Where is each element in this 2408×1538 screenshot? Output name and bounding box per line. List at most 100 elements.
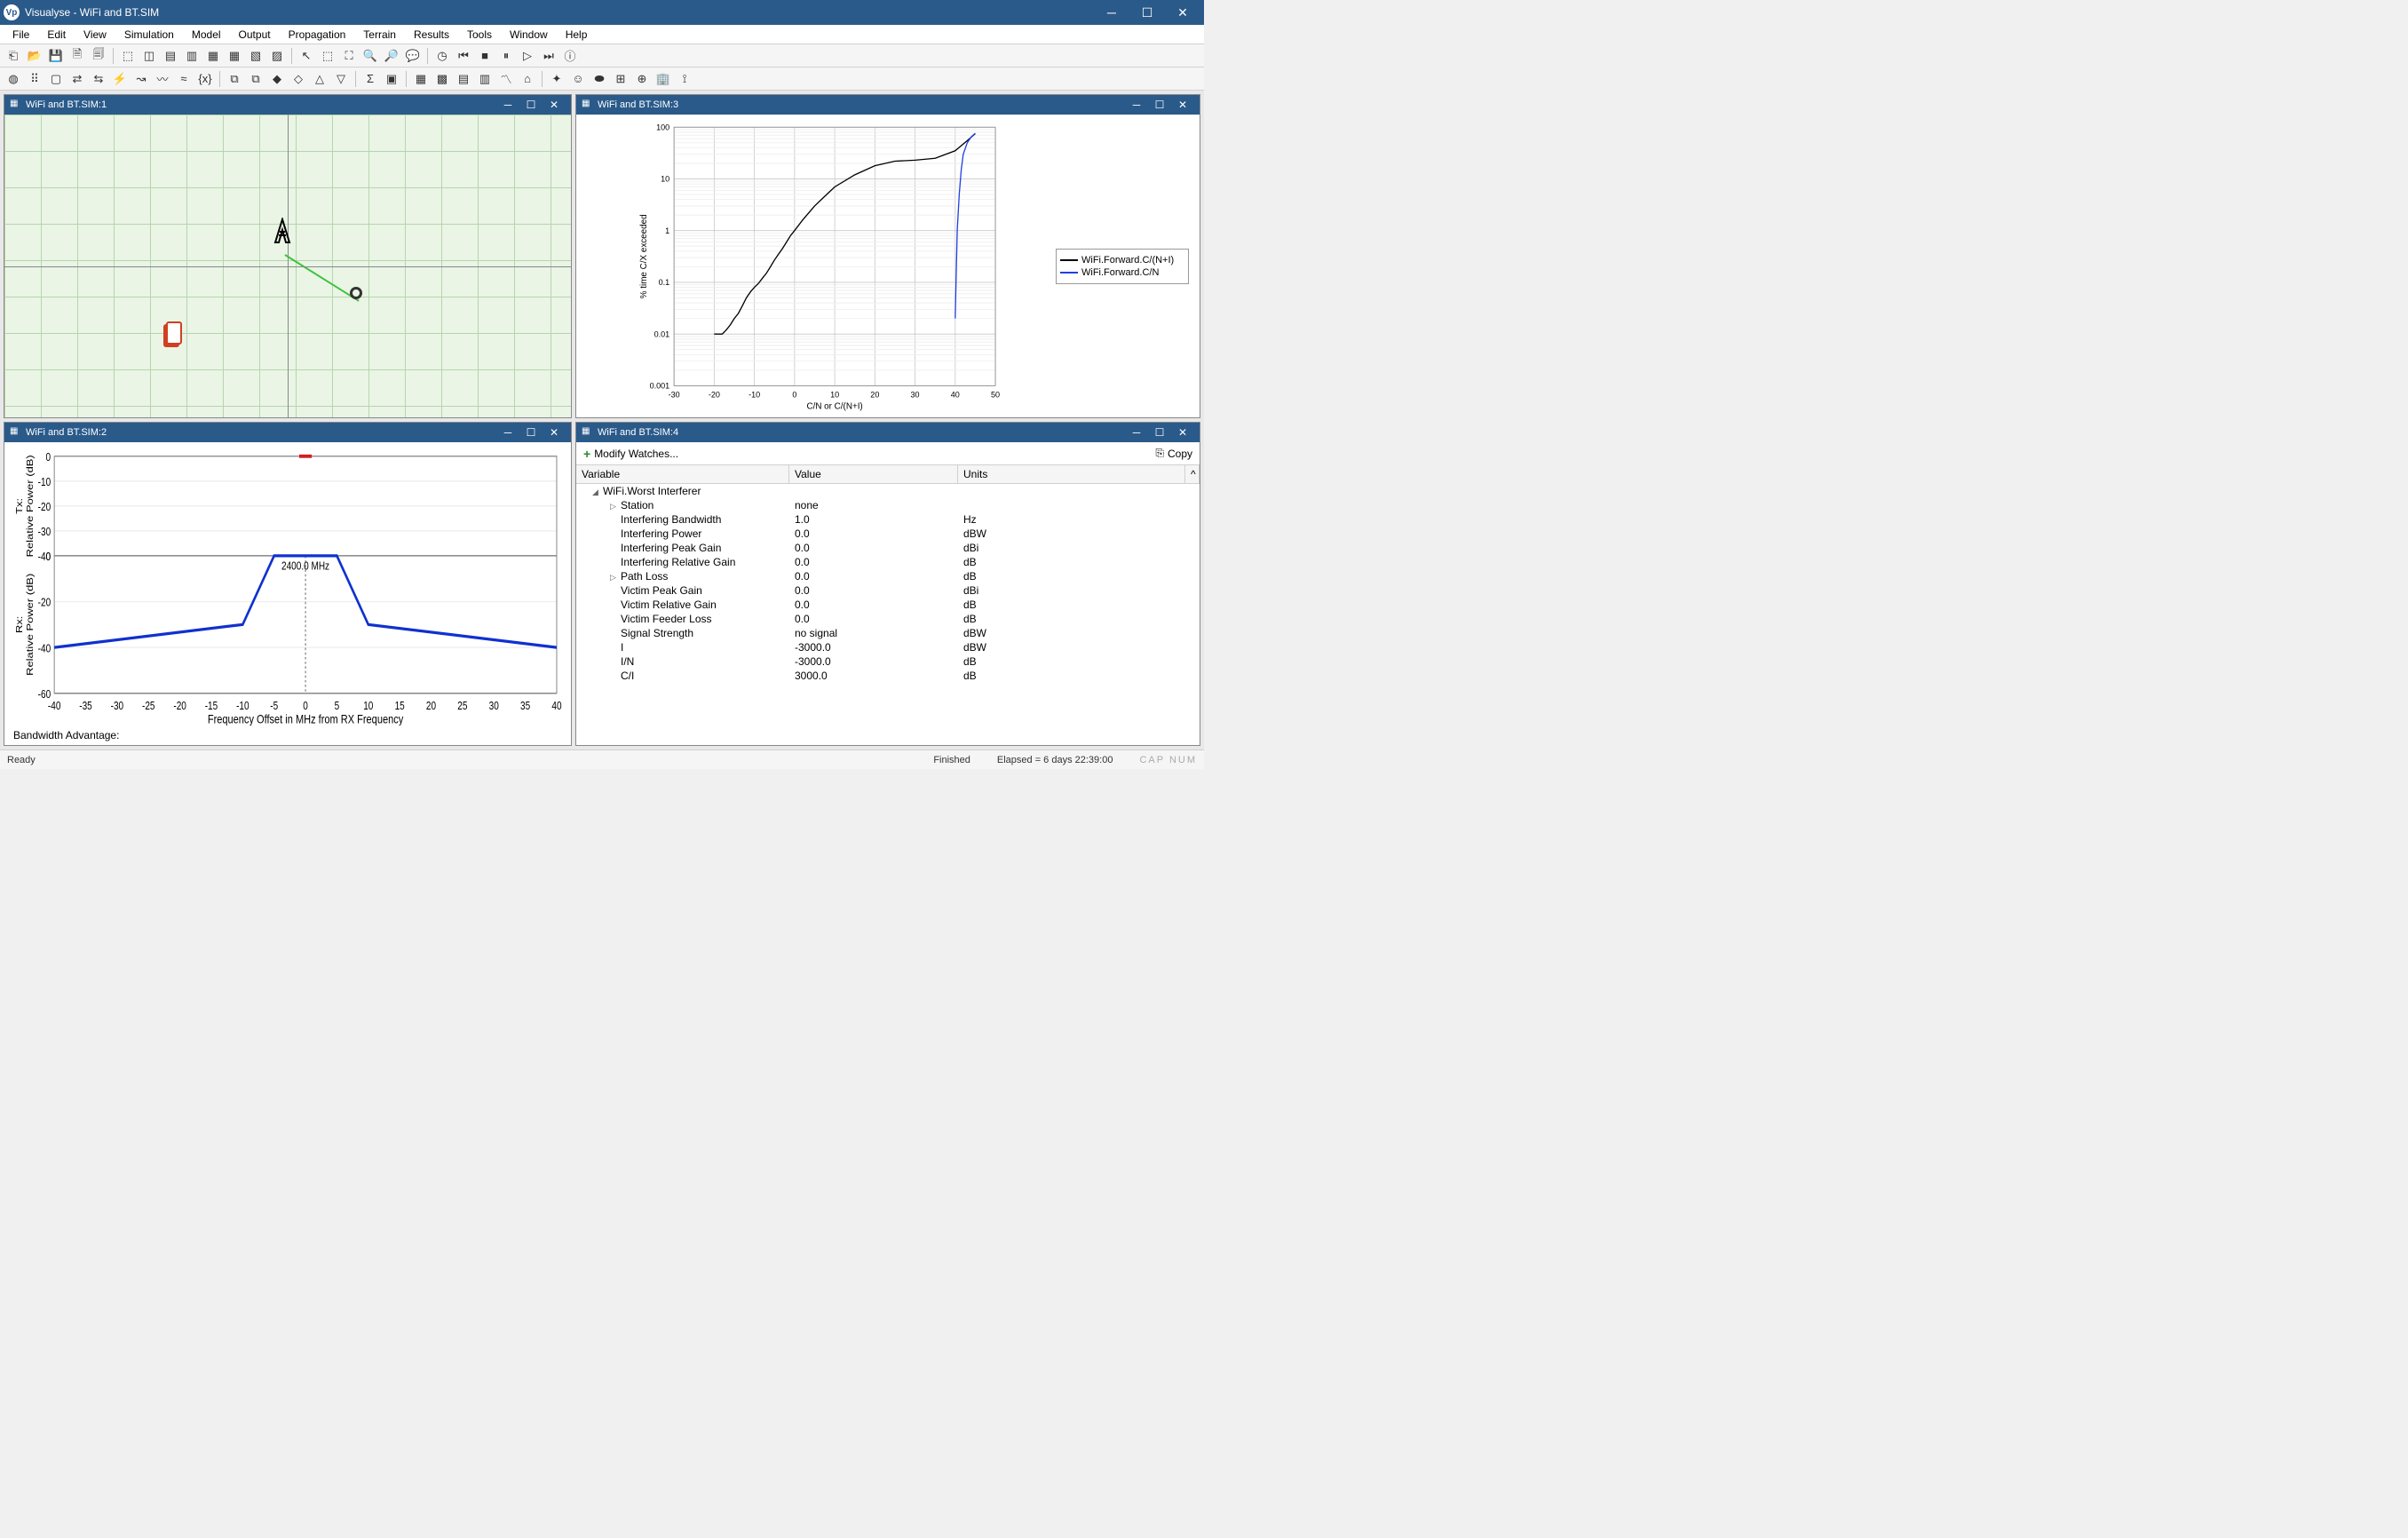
- pane-maximize-button[interactable]: ☐: [1148, 95, 1171, 115]
- toolbtn-sigma[interactable]: Σ: [360, 69, 380, 89]
- watch-row[interactable]: Victim Feeder Loss0.0dB: [576, 612, 1200, 626]
- minimize-button[interactable]: ─: [1094, 0, 1129, 25]
- toolbtn-node2[interactable]: ◇: [289, 69, 308, 89]
- watch-row[interactable]: I/N-3000.0dB: [576, 654, 1200, 669]
- toolbtn-house[interactable]: ⌂: [518, 69, 537, 89]
- toolbtn-skipback[interactable]: ⏮: [454, 46, 473, 66]
- watch-row[interactable]: C/I3000.0dB: [576, 669, 1200, 683]
- toolbtn-win1[interactable]: ⬚: [118, 46, 138, 66]
- toolbtn-fx[interactable]: {x}: [195, 69, 215, 89]
- toolbtn-blob[interactable]: ⬬: [590, 69, 609, 89]
- pane-close-button[interactable]: ✕: [543, 95, 566, 115]
- menu-view[interactable]: View: [75, 27, 115, 43]
- col-value[interactable]: Value: [789, 465, 958, 483]
- watch-rows[interactable]: ◢WiFi.Worst Interferer▷StationnoneInterf…: [576, 484, 1200, 745]
- menu-tools[interactable]: Tools: [458, 27, 501, 43]
- watch-row[interactable]: Interfering Bandwidth1.0Hz: [576, 512, 1200, 527]
- toolbtn-grid2[interactable]: ▩: [432, 69, 452, 89]
- toolbtn-grid3[interactable]: ▤: [454, 69, 473, 89]
- toolbtn-link1[interactable]: ⇄: [67, 69, 87, 89]
- toolbtn-new[interactable]: ⎗: [4, 46, 23, 66]
- watch-row[interactable]: Interfering Power0.0dBW: [576, 527, 1200, 541]
- watch-row[interactable]: ▷Stationnone: [576, 498, 1200, 512]
- pane-maximize-button[interactable]: ☐: [1148, 423, 1171, 442]
- toolbtn-table[interactable]: ▦: [225, 46, 244, 66]
- toolbtn-clock[interactable]: ◷: [432, 46, 452, 66]
- toolbtn-sheet[interactable]: ▣: [382, 69, 401, 89]
- toolbtn-select[interactable]: ⬚: [318, 46, 337, 66]
- maximize-button[interactable]: ☐: [1129, 0, 1165, 25]
- pane-minimize-button[interactable]: ─: [496, 95, 519, 115]
- menu-file[interactable]: File: [4, 27, 38, 43]
- toolbtn-add2[interactable]: ⊕: [632, 69, 652, 89]
- menu-edit[interactable]: Edit: [38, 27, 75, 43]
- toolbtn-win6[interactable]: ▧: [246, 46, 265, 66]
- toolbtn-info[interactable]: ⓘ: [560, 46, 580, 66]
- modify-watches-button[interactable]: Modify Watches...: [594, 448, 678, 460]
- menu-terrain[interactable]: Terrain: [354, 27, 405, 43]
- toolbtn-doc1[interactable]: 🗎: [67, 46, 87, 66]
- watch-row[interactable]: ▷Path Loss0.0dB: [576, 569, 1200, 583]
- toolbtn-dots[interactable]: ⠿: [25, 69, 44, 89]
- pane-maximize-button[interactable]: ☐: [519, 423, 543, 442]
- toolbtn-speech[interactable]: 💬: [403, 46, 423, 66]
- toolbtn-ant[interactable]: ⟟: [675, 69, 694, 89]
- toolbtn-win2[interactable]: ◫: [139, 46, 159, 66]
- toolbtn-node3[interactable]: △: [310, 69, 329, 89]
- toolbtn-doc2[interactable]: 🗐: [89, 46, 108, 66]
- receiver-node[interactable]: [350, 287, 362, 299]
- map-view[interactable]: [4, 115, 571, 417]
- toolbtn-world[interactable]: ◍: [4, 69, 23, 89]
- toolbtn-win7[interactable]: ▨: [267, 46, 287, 66]
- toolbtn-zoomout[interactable]: 🔎: [382, 46, 401, 66]
- close-button[interactable]: ✕: [1165, 0, 1200, 25]
- toolbtn-wave2[interactable]: ≈: [174, 69, 194, 89]
- toolbtn-win5[interactable]: ▦: [203, 46, 223, 66]
- pane-close-button[interactable]: ✕: [543, 423, 566, 442]
- toolbtn-box[interactable]: ▢: [46, 69, 66, 89]
- watch-row[interactable]: Victim Peak Gain0.0dBi: [576, 583, 1200, 598]
- toolbtn-zoomarea[interactable]: ⛶: [339, 46, 359, 66]
- pane-close-button[interactable]: ✕: [1171, 423, 1194, 442]
- toolbtn-spark[interactable]: ✦: [547, 69, 566, 89]
- watch-row[interactable]: Interfering Peak Gain0.0dBi: [576, 541, 1200, 555]
- toolbtn-play[interactable]: ▷: [518, 46, 537, 66]
- toolbtn-line[interactable]: 〽: [496, 69, 516, 89]
- watch-group[interactable]: ◢WiFi.Worst Interferer: [576, 484, 1200, 498]
- menu-output[interactable]: Output: [230, 27, 280, 43]
- toolbtn-zoomin[interactable]: 🔍: [360, 46, 380, 66]
- tower-icon[interactable]: [272, 218, 293, 250]
- toolbtn-stop[interactable]: ■: [475, 46, 495, 66]
- col-units[interactable]: Units: [958, 465, 1185, 483]
- watch-row[interactable]: Interfering Relative Gain0.0dB: [576, 555, 1200, 569]
- watch-row[interactable]: Victim Relative Gain0.0dB: [576, 598, 1200, 612]
- toolbtn-flash[interactable]: ⚡: [110, 69, 130, 89]
- toolbtn-open[interactable]: 📂: [25, 46, 44, 66]
- toolbtn-link2[interactable]: ⇆: [89, 69, 108, 89]
- toolbtn-grid1[interactable]: ▦: [411, 69, 431, 89]
- toolbtn-copy2[interactable]: ⧉: [246, 69, 265, 89]
- toolbtn-node4[interactable]: ▽: [331, 69, 351, 89]
- toolbtn-copy1[interactable]: ⧉: [225, 69, 244, 89]
- toolbtn-win3[interactable]: ▤: [161, 46, 180, 66]
- toolbtn-bar[interactable]: ▥: [475, 69, 495, 89]
- watch-row[interactable]: Signal Strengthno signaldBW: [576, 626, 1200, 640]
- pane-minimize-button[interactable]: ─: [496, 423, 519, 442]
- pane-close-button[interactable]: ✕: [1171, 95, 1194, 115]
- toolbtn-path[interactable]: ↝: [131, 69, 151, 89]
- toolbtn-save[interactable]: 💾: [46, 46, 66, 66]
- toolbtn-pause[interactable]: ⏸: [496, 46, 516, 66]
- menu-window[interactable]: Window: [501, 27, 557, 43]
- menu-results[interactable]: Results: [405, 27, 458, 43]
- menu-model[interactable]: Model: [183, 27, 230, 43]
- toolbtn-win4[interactable]: ▥: [182, 46, 202, 66]
- toolbtn-bldg[interactable]: 🏢: [653, 69, 673, 89]
- menu-simulation[interactable]: Simulation: [115, 27, 183, 43]
- toolbtn-arrow[interactable]: ↖: [297, 46, 316, 66]
- col-variable[interactable]: Variable: [576, 465, 789, 483]
- pane-minimize-button[interactable]: ─: [1125, 95, 1148, 115]
- menu-help[interactable]: Help: [557, 27, 597, 43]
- phone-icon[interactable]: [166, 321, 182, 345]
- pane-maximize-button[interactable]: ☐: [519, 95, 543, 115]
- toolbtn-add1[interactable]: ⊞: [611, 69, 630, 89]
